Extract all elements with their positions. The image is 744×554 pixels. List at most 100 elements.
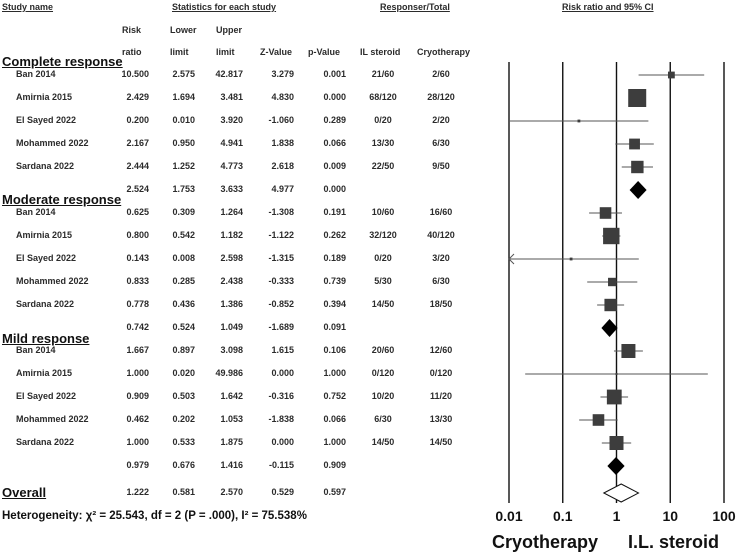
study-z: 2.618	[271, 161, 294, 171]
x-tick-label: 100	[712, 508, 736, 524]
study-rr: 1.000	[126, 368, 149, 378]
summary-z: -0.115	[268, 460, 294, 470]
study-rr: 0.462	[126, 414, 149, 424]
x-tick-label: 10	[662, 508, 679, 524]
study-rr: 0.778	[126, 299, 149, 309]
study-cryo: 6/30	[432, 276, 450, 286]
header-lower-limit: limit	[170, 47, 189, 57]
study-z: -1.060	[268, 115, 294, 125]
study-hi: 1.053	[220, 414, 243, 424]
study-cryo: 12/60	[429, 345, 453, 355]
study-il: 14/50	[371, 437, 395, 447]
study-z: -0.316	[268, 391, 294, 401]
study-lo: 0.897	[172, 345, 195, 355]
summary-rr: 0.742	[126, 322, 149, 332]
summary-diamond	[607, 457, 625, 475]
summary-diamond	[601, 319, 618, 337]
study-cryo: 6/30	[432, 138, 450, 148]
study-lo: 0.503	[172, 391, 195, 401]
study-z: -1.838	[268, 414, 294, 424]
study-name: Sardana 2022	[16, 299, 75, 309]
summary-hi: 1.416	[220, 460, 243, 470]
ci-arrow	[508, 253, 515, 265]
summary-p: 0.909	[323, 460, 346, 470]
study-z: -0.852	[268, 299, 294, 309]
group-title: Mild response	[2, 331, 90, 346]
study-hi: 4.773	[220, 161, 243, 171]
study-rr: 1.000	[126, 437, 149, 447]
summary-z: 4.977	[271, 184, 294, 194]
study-name: Sardana 2022	[16, 437, 75, 447]
study-p: 0.066	[323, 138, 346, 148]
header-upper-limit: limit	[216, 47, 235, 57]
study-hi: 3.920	[220, 115, 243, 125]
study-lo: 0.202	[172, 414, 195, 424]
point-estimate	[609, 436, 624, 450]
study-z: 0.000	[271, 368, 294, 378]
header-il-steroid: IL steroid	[360, 47, 401, 57]
header-responser-total: Responser/Total	[380, 2, 450, 12]
point-estimate	[577, 119, 581, 123]
study-il: 6/30	[374, 414, 392, 424]
study-p: 0.066	[323, 414, 346, 424]
study-rr: 2.167	[126, 138, 149, 148]
study-hi: 1.182	[220, 230, 243, 240]
study-il: 5/30	[374, 276, 392, 286]
summary-lo: 0.676	[172, 460, 195, 470]
study-hi: 1.264	[220, 207, 243, 217]
header-p-value: p-Value	[308, 47, 341, 57]
study-cryo: 14/50	[429, 437, 453, 447]
heterogeneity-text: Heterogeneity: χ² = 25.543, df = 2 (P = …	[2, 510, 307, 522]
point-estimate	[621, 344, 636, 358]
study-cryo: 2/20	[432, 115, 450, 125]
study-cryo: 0/120	[429, 368, 453, 378]
study-name: El Sayed 2022	[16, 115, 77, 125]
header-risk-ratio-ci: Risk ratio and 95% CI	[562, 2, 654, 12]
study-hi: 2.438	[220, 276, 243, 286]
study-lo: 0.008	[172, 253, 195, 263]
study-cryo: 2/60	[432, 69, 450, 79]
study-il: 0/120	[371, 368, 395, 378]
study-name: Ban 2014	[16, 345, 56, 355]
x-tick-label: 0.1	[553, 508, 573, 524]
study-name: Mohammed 2022	[16, 138, 89, 148]
study-name: Mohammed 2022	[16, 414, 89, 424]
study-p: 0.752	[323, 391, 346, 401]
study-z: -1.122	[268, 230, 294, 240]
study-name: Amirnia 2015	[16, 368, 73, 378]
point-estimate	[608, 277, 617, 287]
study-rr: 0.909	[126, 391, 149, 401]
study-il: 20/60	[371, 345, 395, 355]
study-p: 0.009	[323, 161, 346, 171]
study-il: 21/60	[371, 69, 395, 79]
study-name: Amirnia 2015	[16, 230, 73, 240]
header-z-value: Z-Value	[260, 47, 293, 57]
summary-hi: 3.633	[220, 184, 243, 194]
overall-title: Overall	[2, 485, 47, 500]
study-z: -0.333	[268, 276, 294, 286]
study-z: 3.279	[271, 69, 294, 79]
point-estimate	[628, 89, 647, 107]
study-p: 0.189	[323, 253, 346, 263]
study-p: 0.106	[323, 345, 346, 355]
x-tick-label: 0.01	[495, 508, 523, 524]
study-hi: 1.642	[220, 391, 243, 401]
study-cryo: 18/50	[429, 299, 453, 309]
summary-lo: 0.524	[172, 322, 195, 332]
study-p: 0.001	[323, 69, 346, 79]
study-p: 0.262	[323, 230, 346, 240]
study-hi: 1.386	[220, 299, 243, 309]
study-z: -1.315	[268, 253, 294, 263]
header-upper: Upper	[216, 25, 243, 35]
study-p: 0.191	[323, 207, 346, 217]
study-lo: 0.950	[172, 138, 195, 148]
point-estimate	[569, 257, 573, 261]
study-il: 32/120	[369, 230, 397, 240]
study-rr: 1.667	[126, 345, 149, 355]
point-estimate	[629, 138, 640, 150]
study-il: 10/60	[371, 207, 395, 217]
study-cryo: 11/20	[429, 391, 453, 401]
study-lo: 0.542	[172, 230, 195, 240]
group-title: Moderate response	[2, 192, 122, 207]
study-il: 0/20	[374, 253, 392, 263]
